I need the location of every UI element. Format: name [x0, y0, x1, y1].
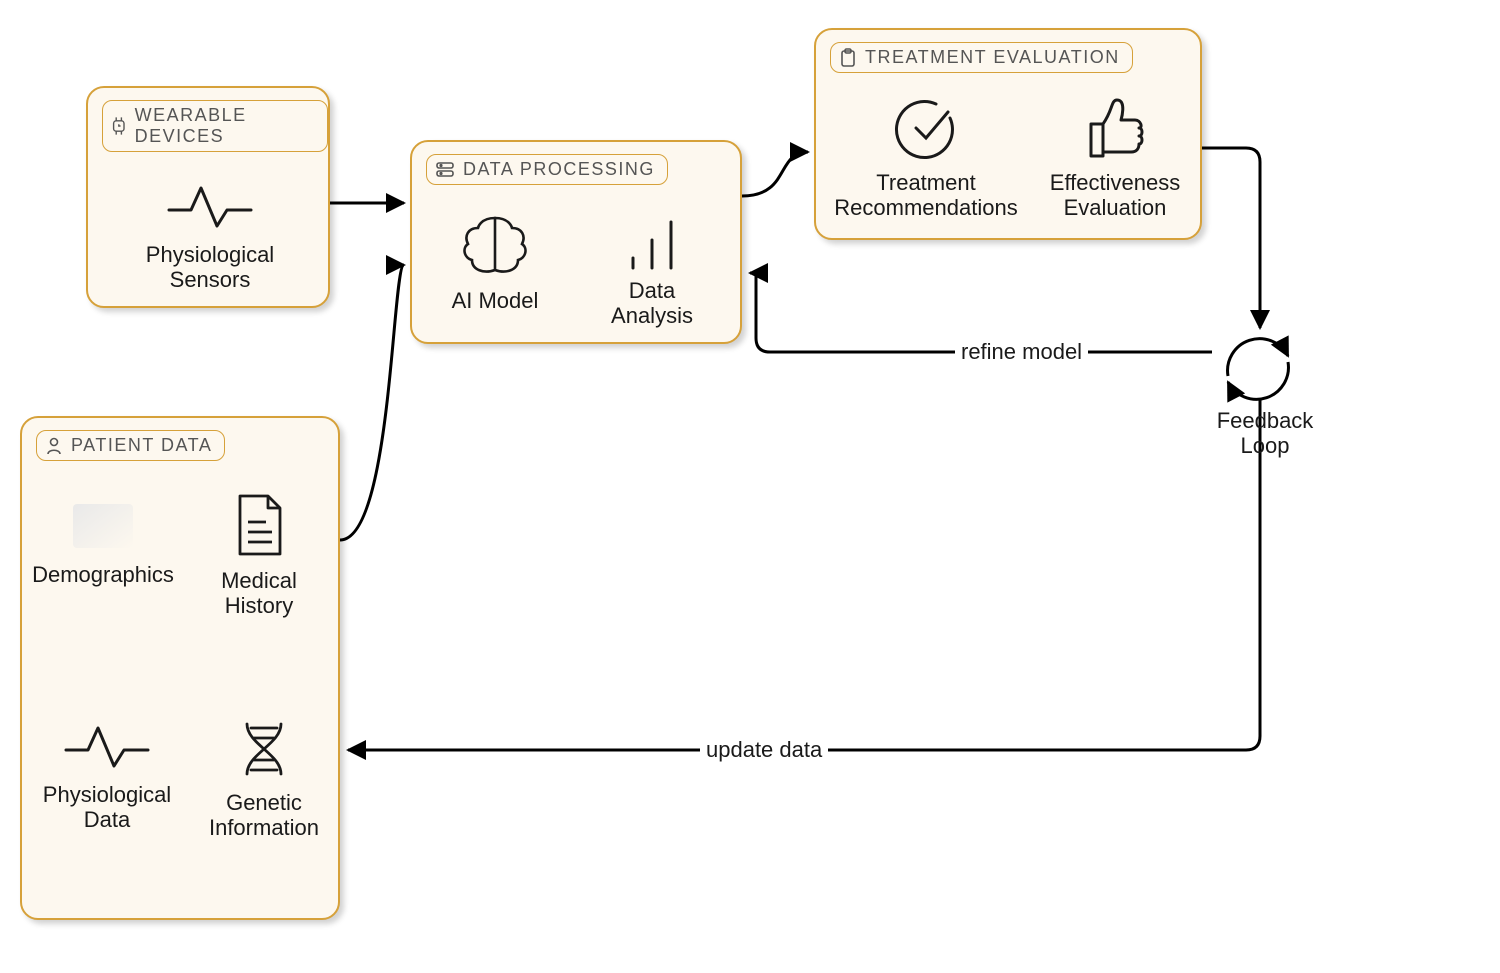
bars-icon [617, 212, 687, 272]
activity-icon [165, 178, 255, 236]
item-genetic: Genetic Information [194, 714, 334, 841]
edge-label-refine: refine model [955, 339, 1088, 365]
document-icon [228, 490, 290, 562]
item-data-analysis: Data Analysis [592, 212, 712, 329]
watch-icon [111, 115, 127, 137]
diagram-canvas: refine model update data Feedback Loop W… [0, 0, 1500, 973]
person-icon [45, 436, 63, 456]
item-physio-sensors-label: Physiological Sensors [140, 242, 280, 293]
item-demographics-label: Demographics [28, 562, 178, 587]
box-patient-title: PATIENT DATA [71, 435, 212, 456]
box-wearable-title: WEARABLE DEVICES [135, 105, 315, 147]
item-ai-model-label: AI Model [430, 288, 560, 313]
edge-processing-to-treatment [742, 152, 808, 196]
item-history: Medical History [194, 490, 324, 619]
demographics-icon [67, 498, 139, 556]
item-physio-data: Physiological Data [32, 718, 182, 833]
item-physio-data-label: Physiological Data [32, 782, 182, 833]
box-patient: PATIENT DATA Demographics [20, 416, 340, 920]
item-treatment-recs: Treatment Recommendations [826, 94, 1026, 221]
edge-label-update: update data [700, 737, 828, 763]
box-processing-header: DATA PROCESSING [426, 154, 668, 185]
item-history-label: Medical History [194, 568, 324, 619]
brain-icon [456, 212, 534, 282]
box-processing-title: DATA PROCESSING [463, 159, 655, 180]
item-demographics: Demographics [28, 498, 178, 587]
box-treatment-header: TREATMENT EVALUATION [830, 42, 1133, 73]
edge-treatment-to-feedback [1202, 148, 1260, 328]
box-treatment-title: TREATMENT EVALUATION [865, 47, 1120, 68]
item-effectiveness: Effectiveness Evaluation [1040, 94, 1190, 221]
activity-icon [62, 718, 152, 776]
item-treatment-recs-label: Treatment Recommendations [826, 170, 1026, 221]
thumbs-up-icon [1077, 94, 1153, 164]
feedback-loop-label: Feedback Loop [1210, 408, 1320, 459]
dna-icon [229, 714, 299, 784]
box-wearable-header: WEARABLE DEVICES [102, 100, 328, 152]
box-processing: DATA PROCESSING AI Model Data Analysis [410, 140, 742, 344]
edge-patient-to-processing [340, 265, 404, 540]
item-genetic-label: Genetic Information [194, 790, 334, 841]
box-treatment: TREATMENT EVALUATION Treatment Recommend… [814, 28, 1202, 240]
box-wearable: WEARABLE DEVICES Physiological Sensors [86, 86, 330, 308]
box-patient-header: PATIENT DATA [36, 430, 225, 461]
edge-feedback-to-patient [348, 400, 1260, 750]
item-effectiveness-label: Effectiveness Evaluation [1040, 170, 1190, 221]
item-physio-sensors: Physiological Sensors [140, 178, 280, 293]
clipboard-icon [839, 48, 857, 68]
item-ai-model: AI Model [430, 212, 560, 313]
feedback-loop-icon [1228, 339, 1289, 400]
check-circle-icon [886, 94, 966, 164]
stack-icon [435, 161, 455, 179]
item-data-analysis-label: Data Analysis [592, 278, 712, 329]
